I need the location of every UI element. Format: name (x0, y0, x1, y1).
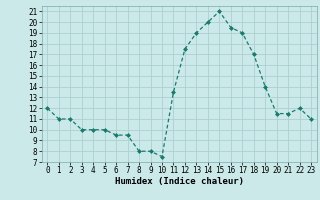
X-axis label: Humidex (Indice chaleur): Humidex (Indice chaleur) (115, 177, 244, 186)
